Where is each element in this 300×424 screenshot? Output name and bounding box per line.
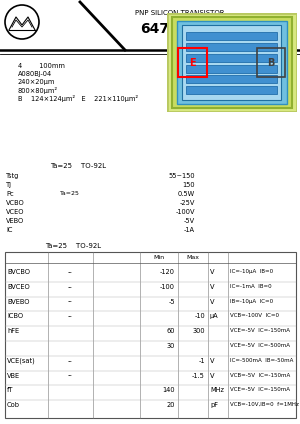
Text: IC=-10μA  IB=0: IC=-10μA IB=0 <box>230 269 273 274</box>
Text: -120: -120 <box>160 269 175 275</box>
Text: pF: pF <box>210 402 218 408</box>
Text: PNP SILICON TRANSISTOR: PNP SILICON TRANSISTOR <box>135 10 224 16</box>
Text: μA: μA <box>210 313 219 319</box>
Text: 55~150: 55~150 <box>168 173 195 179</box>
Text: VBE: VBE <box>7 373 20 379</box>
Text: Cob: Cob <box>7 402 20 408</box>
Text: Tj: Tj <box>6 182 12 188</box>
Text: VCB=-10V,IB=0  f=1MHz: VCB=-10V,IB=0 f=1MHz <box>230 402 299 407</box>
Bar <box>186 64 278 73</box>
Bar <box>177 21 286 104</box>
Bar <box>178 47 207 78</box>
Text: A080BJ-04: A080BJ-04 <box>18 71 52 77</box>
Text: Max: Max <box>187 255 200 260</box>
Text: -1.5: -1.5 <box>192 373 205 379</box>
Bar <box>186 53 278 61</box>
Text: 800×80μm²: 800×80μm² <box>18 87 58 94</box>
Text: --: -- <box>68 269 72 275</box>
Text: BVEBO: BVEBO <box>7 298 29 304</box>
Text: VCEO: VCEO <box>6 209 25 215</box>
Bar <box>5 252 296 418</box>
Text: ICBO: ICBO <box>7 313 23 319</box>
Text: V: V <box>210 284 214 290</box>
Bar <box>186 75 278 84</box>
Text: Min: Min <box>153 255 165 260</box>
Text: 240×20μm: 240×20μm <box>18 79 56 85</box>
Text: MHz: MHz <box>210 388 224 393</box>
Text: -25V: -25V <box>180 200 195 206</box>
Text: BVCBO: BVCBO <box>7 269 30 275</box>
Text: 20: 20 <box>167 402 175 408</box>
Text: fT: fT <box>7 388 14 393</box>
Text: hFE: hFE <box>7 328 19 334</box>
Text: Pc: Pc <box>6 191 14 197</box>
Text: V: V <box>210 373 214 379</box>
Bar <box>186 43 278 50</box>
Text: VCE=-5V  IC=-150mA: VCE=-5V IC=-150mA <box>230 388 290 392</box>
Text: --: -- <box>68 298 72 304</box>
Text: V: V <box>210 298 214 304</box>
Text: VEBO: VEBO <box>6 218 24 224</box>
Text: IB=-10μA  IC=0: IB=-10μA IC=0 <box>230 298 273 304</box>
Text: VCE(sat): VCE(sat) <box>7 358 36 364</box>
Text: Ta=25    TO-92L: Ta=25 TO-92L <box>50 163 106 169</box>
Text: VCB=-100V  IC=0: VCB=-100V IC=0 <box>230 313 279 318</box>
Text: VCBO: VCBO <box>6 200 25 206</box>
Text: --: -- <box>68 313 72 319</box>
Text: 4        100mm: 4 100mm <box>18 63 65 69</box>
Bar <box>182 25 281 100</box>
Circle shape <box>5 5 39 39</box>
Text: Tstg: Tstg <box>6 173 20 179</box>
Text: -5V: -5V <box>184 218 195 224</box>
Text: --: -- <box>68 358 72 364</box>
Text: VCE=-5V  IC=-500mA: VCE=-5V IC=-500mA <box>230 343 290 348</box>
Text: VCB=-5V  IC=-150mA: VCB=-5V IC=-150mA <box>230 373 290 378</box>
Text: 150: 150 <box>182 182 195 188</box>
Text: V: V <box>210 358 214 364</box>
Text: --: -- <box>68 373 72 379</box>
Text: -1: -1 <box>199 358 205 364</box>
Text: 0.5W: 0.5W <box>178 191 195 197</box>
Text: 30: 30 <box>167 343 175 349</box>
Text: V: V <box>210 269 214 275</box>
Bar <box>256 47 285 78</box>
Text: 140: 140 <box>162 388 175 393</box>
Text: 60: 60 <box>167 328 175 334</box>
Bar <box>186 32 278 39</box>
Text: 300: 300 <box>192 328 205 334</box>
Text: -5: -5 <box>168 298 175 304</box>
Text: Ta=25: Ta=25 <box>60 191 80 196</box>
Text: VCE=-5V  IC=-150mA: VCE=-5V IC=-150mA <box>230 328 290 333</box>
Text: E: E <box>189 58 196 67</box>
Text: B: B <box>267 58 274 67</box>
Text: IC=-1mA  IB=0: IC=-1mA IB=0 <box>230 284 272 289</box>
Text: B    124×124μm²   E    221×110μm²: B 124×124μm² E 221×110μm² <box>18 95 138 102</box>
Text: --: -- <box>68 284 72 290</box>
Text: IC: IC <box>6 227 13 233</box>
Text: BVCEO: BVCEO <box>7 284 30 290</box>
Text: -100V: -100V <box>176 209 195 215</box>
Text: Ta=25    TO-92L: Ta=25 TO-92L <box>45 243 101 249</box>
Bar <box>186 86 278 95</box>
Text: -100: -100 <box>160 284 175 290</box>
Text: IC=-500mA  IB=-50mA: IC=-500mA IB=-50mA <box>230 358 293 363</box>
Text: -10: -10 <box>194 313 205 319</box>
Text: -1A: -1A <box>184 227 195 233</box>
Text: 647A: 647A <box>140 22 180 36</box>
